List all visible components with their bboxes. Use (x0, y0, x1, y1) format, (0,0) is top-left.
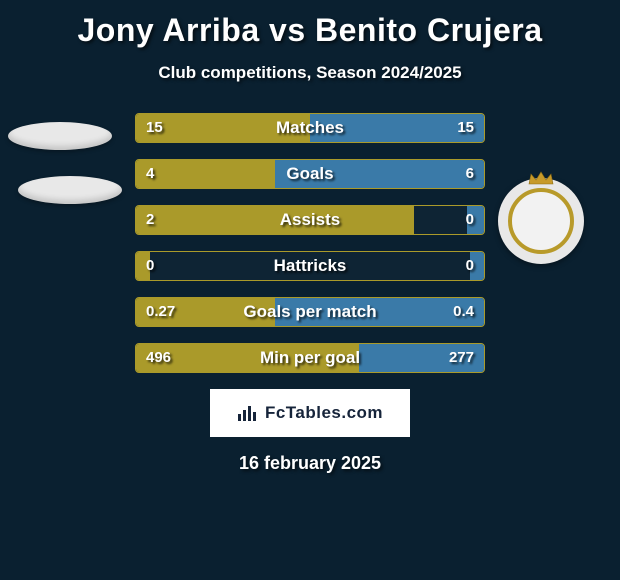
page-title: Jony Arriba vs Benito Crujera (0, 0, 620, 49)
stat-row: 20Assists (135, 205, 485, 235)
bar-right (470, 252, 484, 280)
bar-left (136, 160, 275, 188)
right-team-badge (498, 178, 584, 264)
crest-ring-icon (508, 188, 574, 254)
subtitle: Club competitions, Season 2024/2025 (0, 63, 620, 83)
date-label: 16 february 2025 (0, 453, 620, 474)
bar-right (275, 160, 484, 188)
crown-icon (527, 170, 555, 186)
bar-left (136, 206, 414, 234)
left-team-badge-1 (8, 122, 112, 150)
stat-row: 0.270.4Goals per match (135, 297, 485, 327)
stat-row: 1515Matches (135, 113, 485, 143)
bar-left (136, 298, 275, 326)
stat-row: 00Hattricks (135, 251, 485, 281)
stat-row: 496277Min per goal (135, 343, 485, 373)
bar-right (359, 344, 484, 372)
bar-left (136, 252, 150, 280)
bar-right (275, 298, 484, 326)
bar-right (310, 114, 484, 142)
bar-left (136, 114, 310, 142)
bar-right (467, 206, 484, 234)
left-team-badge-2 (18, 176, 122, 204)
branding-text: FcTables.com (265, 403, 383, 423)
bar-left (136, 344, 359, 372)
bars-icon (237, 404, 259, 422)
branding-banner: FcTables.com (210, 389, 410, 437)
stat-row: 46Goals (135, 159, 485, 189)
stats-area: 1515Matches 46Goals 20Assists 00Hattricks 0.… (135, 113, 485, 373)
stat-label: Hattricks (136, 252, 484, 280)
